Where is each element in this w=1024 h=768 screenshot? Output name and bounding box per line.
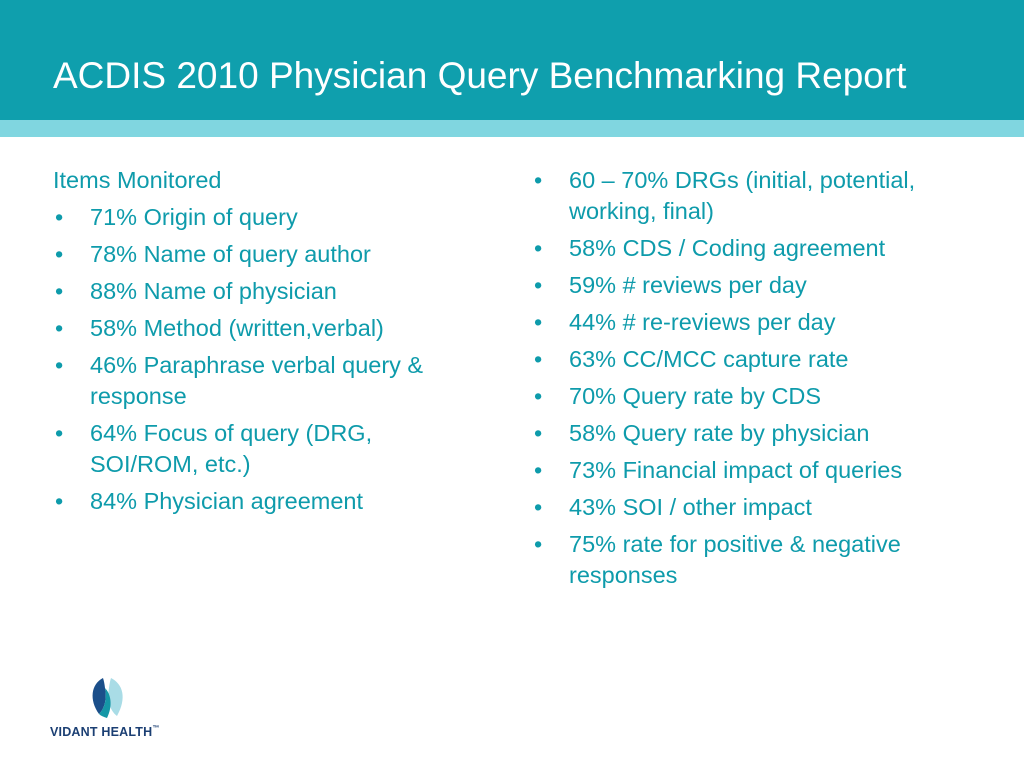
bullet-icon: • <box>55 204 64 230</box>
right-item-text: 60 – 70% DRGs (initial, potential, worki… <box>569 167 916 224</box>
left-item-text: 58% Method (written,verbal) <box>90 315 384 341</box>
left-item-text: 46% Paraphrase verbal query & response <box>90 352 424 409</box>
left-item-text: 84% Physician agreement <box>90 488 364 514</box>
left-list-item: • 78% Name of query author <box>53 239 483 270</box>
right-list-item: • 58% CDS / Coding agreement <box>532 233 1002 264</box>
right-bullet-list: • 60 – 70% DRGs (initial, potential, work… <box>532 165 1002 591</box>
right-list-item: • 59% # reviews per day <box>532 270 1002 301</box>
bullet-icon: • <box>534 494 543 520</box>
left-item-text: 78% Name of query author <box>90 241 371 267</box>
right-item-text: 75% rate for positive & negative respons… <box>569 531 901 588</box>
right-item-text: 58% Query rate by physician <box>569 420 870 446</box>
left-bullet-list: • 71% Origin of query • 78% Name of query … <box>53 202 483 517</box>
right-list-item: • 70% Query rate by CDS <box>532 381 1002 412</box>
left-list-item: • 46% Paraphrase verbal query & response <box>53 350 483 412</box>
vidant-health-logo: VIDANT HEALTH™ <box>48 676 178 746</box>
bullet-icon: • <box>534 346 543 372</box>
bullet-icon: • <box>534 272 543 298</box>
left-list-item: • 84% Physician agreement <box>53 486 483 517</box>
right-list-item: • 75% rate for positive & negative respon… <box>532 529 1002 591</box>
right-item-text: 59% # reviews per day <box>569 272 807 298</box>
bullet-icon: • <box>55 352 64 378</box>
right-list-item: • 43% SOI / other impact <box>532 492 1002 523</box>
trademark-symbol: ™ <box>152 725 160 732</box>
bullet-icon: • <box>534 531 543 557</box>
right-list-item: • 58% Query rate by physician <box>532 418 1002 449</box>
left-item-text: 64% Focus of query (DRG, SOI/ROM, etc.) <box>90 420 373 477</box>
left-list-item: • 71% Origin of query <box>53 202 483 233</box>
bullet-icon: • <box>55 315 64 341</box>
header-stripe <box>0 120 1024 137</box>
logo-wordmark: VIDANT HEALTH™ <box>50 725 160 739</box>
right-item-text: 63% CC/MCC capture rate <box>569 346 849 372</box>
right-column: • 60 – 70% DRGs (initial, potential, work… <box>532 165 1002 597</box>
bullet-icon: • <box>534 309 543 335</box>
right-item-text: 43% SOI / other impact <box>569 494 812 520</box>
left-list-item: • 88% Name of physician <box>53 276 483 307</box>
right-list-item: • 73% Financial impact of queries <box>532 455 1002 486</box>
right-list-item: • 63% CC/MCC capture rate <box>532 344 1002 375</box>
slide-title: ACDIS 2010 Physician Query Benchmarking … <box>53 55 907 96</box>
left-list-item: • 64% Focus of query (DRG, SOI/ROM, etc.) <box>53 418 483 480</box>
right-item-text: 44% # re-reviews per day <box>569 309 836 335</box>
right-item-text: 73% Financial impact of queries <box>569 457 903 483</box>
bullet-icon: • <box>534 383 543 409</box>
bullet-icon: • <box>55 420 64 446</box>
bullet-icon: • <box>55 241 64 267</box>
left-list-item: • 58% Method (written,verbal) <box>53 313 483 344</box>
bullet-icon: • <box>534 235 543 261</box>
bullet-icon: • <box>534 167 543 193</box>
bullet-icon: • <box>55 488 64 514</box>
right-item-text: 70% Query rate by CDS <box>569 383 822 409</box>
right-item-text: 58% CDS / Coding agreement <box>569 235 886 261</box>
left-item-text: 88% Name of physician <box>90 278 337 304</box>
left-item-text: 71% Origin of query <box>90 204 298 230</box>
left-column: Items Monitored • 71% Origin of query • 78… <box>53 165 483 523</box>
header-bar <box>0 0 1024 120</box>
items-monitored-heading: Items Monitored <box>53 167 222 193</box>
bullet-icon: • <box>534 420 543 446</box>
bullet-icon: • <box>55 278 64 304</box>
right-list-item: • 44% # re-reviews per day <box>532 307 1002 338</box>
leaf-logo-icon <box>92 678 123 718</box>
right-list-item: • 60 – 70% DRGs (initial, potential, work… <box>532 165 1002 227</box>
bullet-icon: • <box>534 457 543 483</box>
logo-text: VIDANT HEALTH <box>50 725 153 739</box>
